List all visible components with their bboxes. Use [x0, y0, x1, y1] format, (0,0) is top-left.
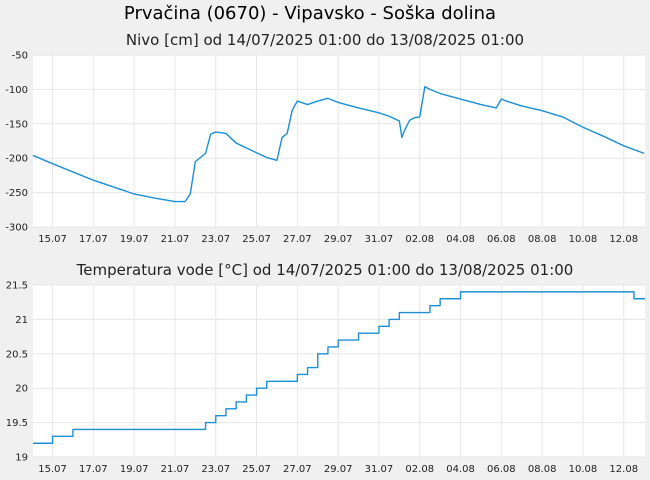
- x-tick-label: 04.08: [446, 234, 475, 245]
- plot-area-temperature: [33, 285, 645, 457]
- x-tick-label: 12.08: [609, 464, 638, 475]
- chart-level-title: Nivo [cm] od 14/07/2025 01:00 do 13/08/2…: [125, 31, 525, 49]
- x-tick-label: 17.07: [79, 234, 108, 245]
- plot-area-level: [33, 55, 645, 227]
- y-tick-label: 19: [15, 453, 28, 464]
- x-tick-label: 21.07: [161, 464, 190, 475]
- x-tick-label: 12.08: [609, 234, 638, 245]
- x-tick-label: 29.07: [324, 464, 353, 475]
- x-tick-label: 06.08: [487, 234, 516, 245]
- x-tick-label: 08.08: [528, 464, 557, 475]
- x-tick-label: 25.07: [242, 234, 271, 245]
- x-tick-label: 21.07: [161, 234, 190, 245]
- y-tick-label: 21: [15, 315, 28, 326]
- x-tick-label: 02.08: [405, 234, 434, 245]
- x-tick-label: 06.08: [487, 464, 516, 475]
- x-tick-label: 15.07: [38, 464, 67, 475]
- y-tick-label: -50: [12, 51, 28, 62]
- y-tick-label: 21.5: [6, 281, 28, 292]
- x-tick-label: 23.07: [201, 234, 230, 245]
- x-tick-label: 25.07: [242, 464, 271, 475]
- series-line-level: [32, 85, 645, 203]
- y-tick-label: 20.5: [6, 349, 28, 360]
- x-tick-label: 15.07: [38, 234, 67, 245]
- y-tick-label: -200: [5, 154, 28, 165]
- x-tick-label: 27.07: [283, 234, 312, 245]
- x-tick-label: 10.08: [569, 464, 598, 475]
- x-tick-label: 17.07: [79, 464, 108, 475]
- page-title: Prvačina (0670) - Vipavsko - Soška dolin…: [123, 3, 497, 24]
- chart-temperature-title: Temperatura vode [°C] od 14/07/2025 01:0…: [76, 261, 574, 279]
- y-tick-label: -100: [5, 85, 28, 96]
- y-tick-label: -150: [5, 119, 28, 130]
- x-tick-label: 19.07: [120, 234, 149, 245]
- y-tick-label: 20: [15, 384, 28, 395]
- x-tick-label: 31.07: [365, 234, 394, 245]
- x-tick-label: 04.08: [446, 464, 475, 475]
- x-tick-label: 19.07: [120, 464, 149, 475]
- y-tick-label: -300: [5, 223, 28, 234]
- y-tick-label: -250: [5, 188, 28, 199]
- series-line-temperature: [33, 291, 645, 444]
- chart-temperature: 15.07 17.07 19.07 21.07 23.07 25.07 27.07 29.07…: [6, 281, 645, 475]
- y-tick-label: 19.5: [6, 418, 28, 429]
- x-tick-label: 29.07: [324, 234, 353, 245]
- x-tick-label: 10.08: [569, 234, 598, 245]
- x-tick-label: 08.08: [528, 234, 557, 245]
- x-tick-label: 02.08: [405, 464, 434, 475]
- x-tick-label: 23.07: [201, 464, 230, 475]
- chart-level: 15.07 17.07 19.07 21.07 23.07 25.07 27.07 29.07…: [5, 51, 645, 245]
- x-tick-label: 31.07: [365, 464, 394, 475]
- x-tick-label: 27.07: [283, 464, 312, 475]
